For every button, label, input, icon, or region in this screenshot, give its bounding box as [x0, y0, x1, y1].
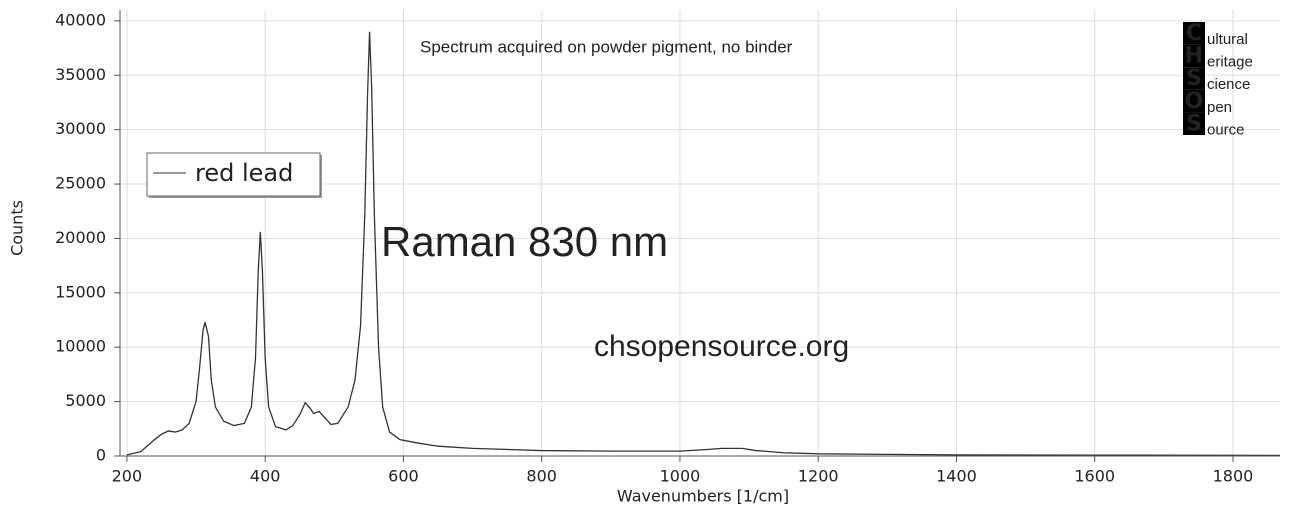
x-tick-label: 800 [526, 467, 557, 486]
y-tick-label: 10000 [55, 337, 106, 356]
spectrum-line [126, 31, 1281, 456]
watermark: chsopensource.org [594, 330, 849, 363]
legend-box [146, 152, 321, 197]
x-tick-label: 400 [250, 467, 281, 486]
x-tick-label: 600 [388, 467, 419, 486]
subtitle: Spectrum acquired on powder pigment, no … [420, 37, 793, 56]
chart-title: Raman 830 nm [381, 218, 668, 265]
logo-box [1183, 67, 1205, 90]
y-tick-label: 5000 [65, 391, 106, 410]
x-tick-label: 200 [112, 467, 143, 486]
y-tick-label: 40000 [55, 10, 106, 29]
logo-box [1183, 112, 1205, 135]
x-tick-label: 1000 [660, 467, 701, 486]
y-tick-label: 35000 [55, 65, 106, 84]
x-tick-label: 1800 [1213, 467, 1254, 486]
logo-word: eritage [1207, 54, 1253, 71]
y-tick-label: 20000 [55, 228, 106, 247]
logo-word: pen [1207, 99, 1232, 116]
logo-letter: H [1185, 44, 1203, 69]
x-tick-label: 1400 [936, 467, 977, 486]
y-axis-label: Counts [8, 200, 27, 256]
logo-box [1183, 89, 1205, 113]
logo-word: ultural [1207, 31, 1248, 48]
x-tick-label: 1600 [1074, 467, 1115, 486]
y-tick-label: 0 [96, 446, 106, 465]
y-tick-label: 30000 [55, 119, 106, 138]
logo-letter: S [1186, 111, 1202, 136]
logo-word: ource [1207, 121, 1245, 138]
grid [120, 10, 1280, 457]
logo-letter: S [1186, 66, 1202, 91]
y-tick-label: 15000 [55, 282, 106, 301]
logo-word: cience [1207, 76, 1250, 93]
logo-box [1183, 22, 1205, 45]
y-tick-label: 25000 [55, 174, 106, 193]
logo-letter: O [1185, 89, 1204, 114]
logo-box [1183, 44, 1205, 68]
logo-letter: C [1186, 21, 1202, 46]
x-tick-label: 1200 [798, 467, 839, 486]
plot [126, 31, 1281, 456]
legend-label: red lead [195, 159, 293, 187]
x-axis-label: Wavenumbers [1/cm] [617, 487, 789, 506]
legend: red lead [146, 152, 322, 198]
